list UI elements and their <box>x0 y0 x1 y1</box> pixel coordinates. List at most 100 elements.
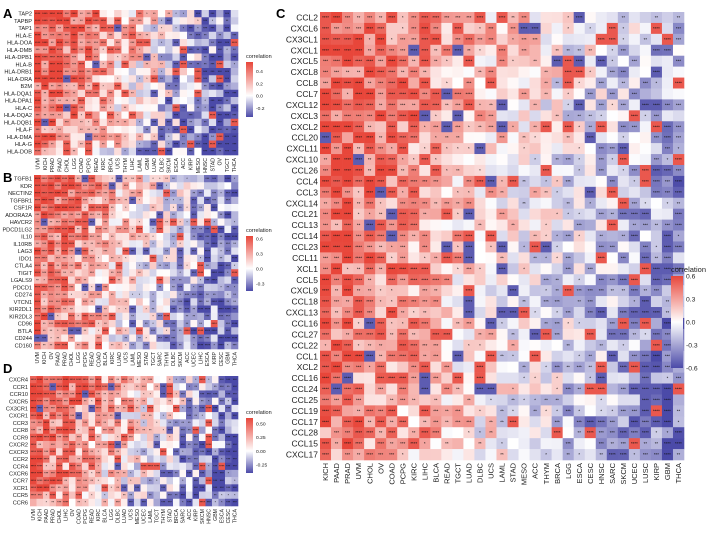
heatmap-cell <box>40 225 48 234</box>
significance-mark: *** <box>64 399 69 403</box>
heatmap-cell <box>584 44 597 57</box>
heatmap-cell <box>573 175 586 188</box>
significance-mark: *** <box>35 228 40 232</box>
significance-mark: * <box>611 48 613 53</box>
heatmap-cell <box>150 140 159 149</box>
significance-mark: *** <box>167 121 172 125</box>
heatmap-cell <box>176 211 184 219</box>
heatmap-cell <box>63 17 71 25</box>
significance-mark: **** <box>69 199 75 203</box>
significance-mark: **** <box>454 234 461 239</box>
heatmap-cell <box>48 89 57 98</box>
significance-mark: **** <box>366 59 373 64</box>
heatmap-cell <box>562 350 574 362</box>
heatmap-cell <box>156 291 164 299</box>
significance-mark: ** <box>533 102 537 107</box>
heatmap-cell <box>518 154 530 166</box>
significance-mark: **** <box>675 190 682 195</box>
significance-mark: * <box>112 242 114 246</box>
column-label: DLBC <box>159 158 165 172</box>
significance-mark: **** <box>96 228 102 232</box>
heatmap-cell <box>540 208 552 220</box>
significance-mark: *** <box>632 124 637 129</box>
heatmap-cell <box>61 247 69 256</box>
significance-mark: **** <box>421 387 428 392</box>
significance-mark: ** <box>544 397 548 402</box>
heatmap-cell <box>507 132 519 144</box>
significance-mark: *** <box>97 191 102 195</box>
heatmap-cell <box>430 66 442 78</box>
significance-mark: *** <box>56 220 61 224</box>
significance-mark: *** <box>233 228 238 232</box>
heatmap-cell <box>55 75 64 83</box>
significance-mark: ** <box>43 329 46 333</box>
significance-mark: ** <box>192 336 195 340</box>
significance-mark: **** <box>322 397 329 402</box>
column-label: HNSC <box>597 462 606 484</box>
significance-mark: ** <box>189 34 192 38</box>
row-label: XCL2 <box>297 362 319 372</box>
heatmap-cell <box>507 372 519 384</box>
significance-mark: * <box>578 452 580 457</box>
row-label: HLA-C <box>15 106 32 112</box>
heatmap-cell <box>61 189 69 198</box>
significance-mark: * <box>105 199 107 203</box>
heatmap-cell <box>121 390 128 398</box>
heatmap-cell <box>114 97 122 105</box>
heatmap-cell <box>88 312 96 321</box>
significance-mark: **** <box>344 354 351 359</box>
significance-mark: *** <box>192 199 197 203</box>
heatmap-cell <box>606 55 619 67</box>
column-label: DLBC <box>171 352 177 366</box>
significance-mark: *** <box>466 321 471 326</box>
heatmap-cell <box>165 60 173 69</box>
heatmap-cell <box>48 46 57 54</box>
significance-mark: **** <box>31 392 37 396</box>
heatmap-cell <box>650 143 663 155</box>
heatmap-cell <box>61 204 69 212</box>
heatmap-cell <box>639 22 652 35</box>
heatmap-cell <box>150 10 159 18</box>
heatmap-cell <box>320 22 332 35</box>
significance-mark: *** <box>72 63 77 67</box>
heatmap-cell <box>108 283 116 292</box>
significance-mark: *** <box>211 63 216 67</box>
significance-mark: ** <box>233 300 236 304</box>
heatmap-cell <box>628 55 641 67</box>
heatmap-cell <box>63 104 71 112</box>
heatmap-cell <box>201 126 210 134</box>
significance-mark: **** <box>532 354 539 359</box>
significance-mark: *** <box>167 99 172 103</box>
significance-mark: * <box>645 113 647 118</box>
heatmap-cell <box>61 334 69 343</box>
significance-mark: **** <box>410 212 417 217</box>
heatmap-cell <box>408 77 420 89</box>
heatmap-cell <box>606 252 619 264</box>
heatmap-cell <box>192 397 200 406</box>
heatmap-cell <box>496 44 508 57</box>
heatmap-cell <box>529 339 541 352</box>
heatmap-cell <box>496 154 508 166</box>
heatmap-cell <box>617 394 630 406</box>
significance-mark: **** <box>587 387 594 392</box>
heatmap-cell <box>129 196 137 205</box>
significance-mark: ** <box>500 190 504 195</box>
heatmap-cell <box>121 133 130 141</box>
heatmap-cell <box>143 39 151 47</box>
heatmap-cell <box>121 24 130 33</box>
row-label: CXCL6 <box>291 23 319 33</box>
significance-mark: * <box>656 81 658 86</box>
heatmap-cell <box>518 66 530 78</box>
significance-mark: *** <box>433 26 438 31</box>
heatmap-cell <box>41 140 49 149</box>
heatmap-cell <box>34 175 42 183</box>
heatmap-cell <box>208 111 217 120</box>
column-label: KIRC <box>409 462 418 481</box>
column-label: HNSC <box>203 158 209 173</box>
heatmap-cell <box>397 285 409 297</box>
heatmap-cell <box>204 320 212 328</box>
heatmap-cell <box>170 182 178 190</box>
significance-mark: **** <box>69 228 75 232</box>
significance-mark: *** <box>117 329 122 333</box>
significance-mark: **** <box>620 212 627 217</box>
